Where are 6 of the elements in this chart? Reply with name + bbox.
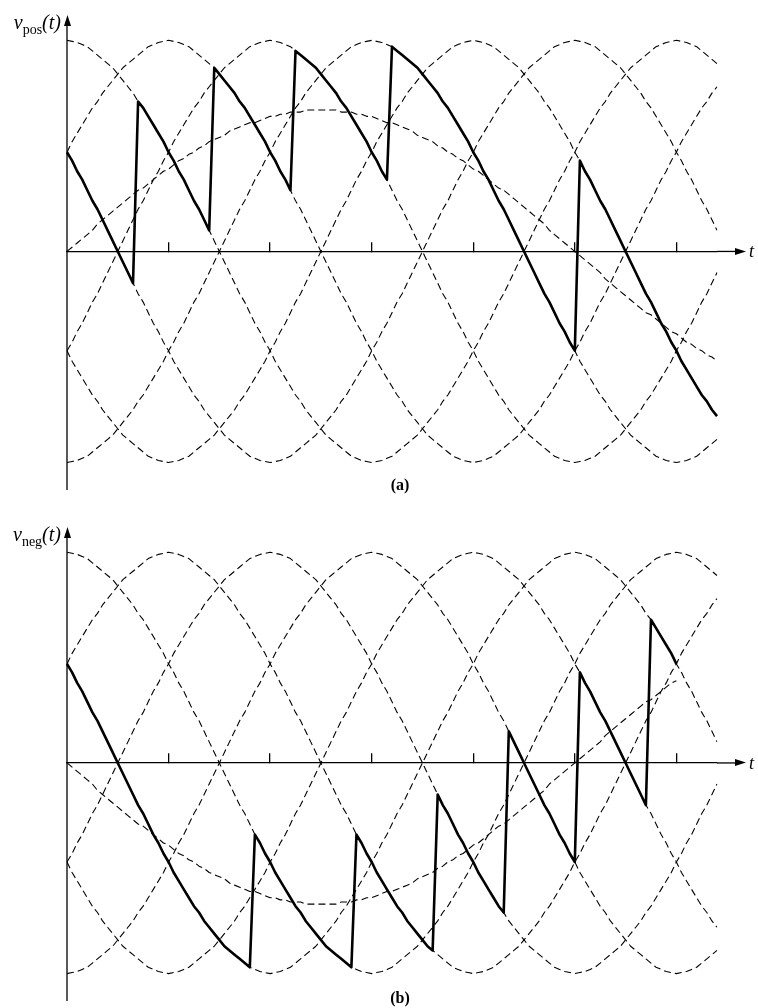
x-axis-title: t (749, 241, 755, 262)
text: (b) (390, 989, 410, 1007)
y-axis-title: v$_{pos}$(t) (13, 11, 61, 39)
x-axis-title: t (749, 752, 755, 773)
y-axis-title: v$_{neg}$(t) (13, 523, 61, 551)
text: (a) (390, 476, 410, 494)
